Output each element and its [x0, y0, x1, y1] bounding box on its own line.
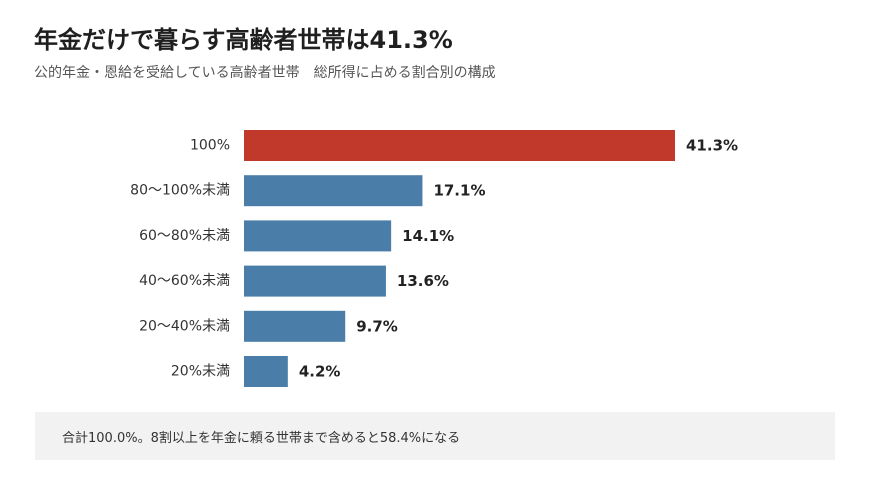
- bar-0: [244, 130, 675, 161]
- bar-3: [244, 265, 386, 297]
- chart-subtitle: 公的年金・恩給を受給している高齢者世帯 総所得に占める割合別の構成: [34, 65, 496, 81]
- category-label-3: 40〜60%未満: [139, 273, 230, 289]
- value-label-4: 9.7%: [356, 317, 398, 335]
- bar-2: [244, 220, 392, 252]
- bar-1: [244, 175, 423, 207]
- category-label-2: 60〜80%未満: [139, 228, 230, 244]
- value-label-5: 4.2%: [299, 363, 341, 381]
- category-label-1: 80〜100%未満: [130, 183, 230, 199]
- bar-chart: 100% 41.3% 80〜100%未満 17.1% 60〜80%未満 14.1% 40〜6…: [130, 130, 738, 387]
- bar-5: [244, 356, 288, 387]
- category-label-5: 20%未満: [171, 364, 230, 380]
- footer-note: 合計100.0%。8割以上を年金に頼る世帯まで含めると58.4%になる: [62, 431, 461, 446]
- value-label-0: 41.3%: [686, 137, 738, 155]
- category-label-0: 100%: [190, 138, 230, 154]
- value-label-1: 17.1%: [433, 182, 485, 200]
- footer-note-box: 合計100.0%。8割以上を年金に頼る世帯まで含めると58.4%になる: [35, 412, 835, 460]
- value-label-3: 13.6%: [397, 272, 449, 290]
- chart-title: 年金だけで暮らす高齢者世帯は41.3%: [34, 26, 453, 54]
- category-label-4: 20〜40%未満: [139, 318, 230, 334]
- value-label-2: 14.1%: [402, 227, 454, 245]
- bar-4: [244, 310, 346, 342]
